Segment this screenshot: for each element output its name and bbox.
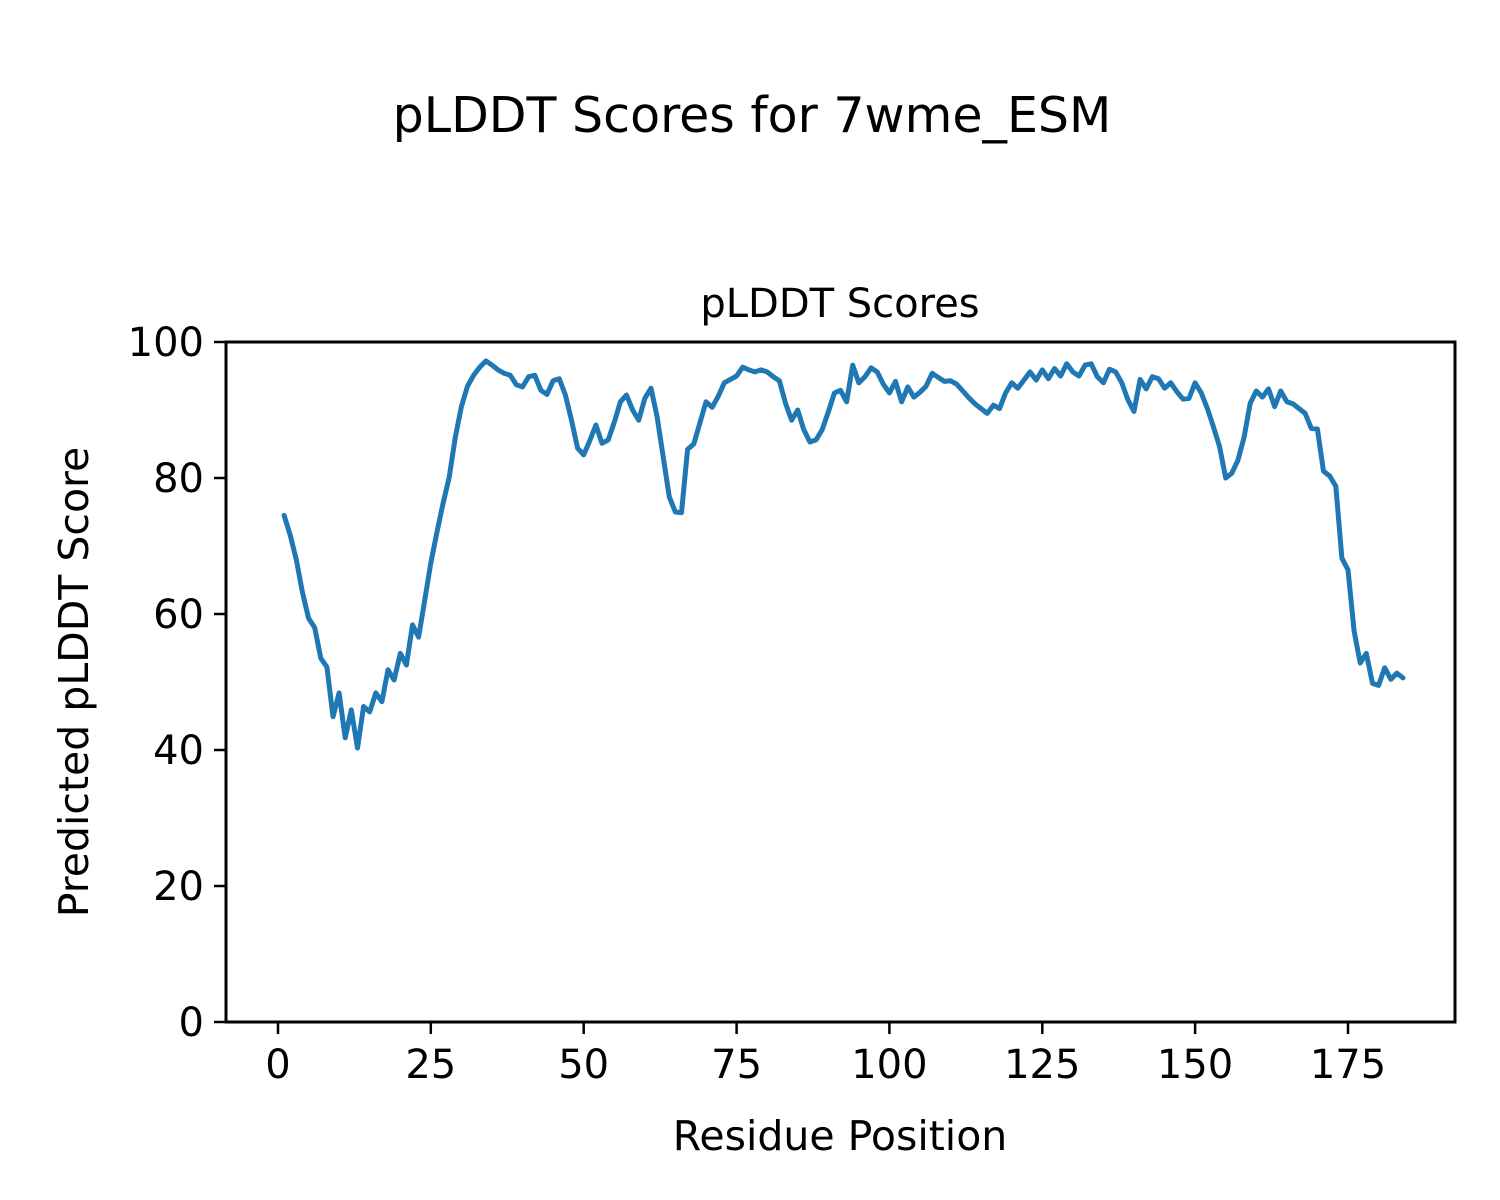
y-tick-label-0: 0	[179, 1000, 204, 1046]
x-axis-label: Residue Position	[673, 1112, 1008, 1160]
x-tick-label-175: 175	[1310, 1042, 1386, 1088]
y-tick-label-60: 60	[153, 592, 204, 638]
x-tick-label-0: 0	[265, 1042, 290, 1088]
y-axis-ticks: 0 20 40 60 80 100	[128, 320, 226, 1046]
x-tick-label-150: 150	[1157, 1042, 1233, 1088]
y-tick-label-20: 20	[153, 864, 204, 910]
plot-border	[224, 340, 1457, 1024]
x-tick-label-50: 50	[558, 1042, 609, 1088]
y-tick-label-80: 80	[153, 456, 204, 502]
x-tick-label-75: 75	[711, 1042, 762, 1088]
x-axis-ticks: 0 25 50 75 100 125 150 175	[265, 1022, 1386, 1088]
x-tick-label-25: 25	[405, 1042, 456, 1088]
x-tick-label-100: 100	[851, 1042, 927, 1088]
y-tick-label-100: 100	[128, 320, 204, 366]
figure-title: pLDDT Scores for 7wme_ESM	[393, 87, 1112, 144]
plddt-line-series	[281, 358, 1406, 751]
x-tick-label-125: 125	[1004, 1042, 1080, 1088]
axes-title: pLDDT Scores	[700, 281, 979, 327]
y-tick-label-40: 40	[153, 728, 204, 774]
y-axis-label: Predicted pLDDT Score	[50, 447, 98, 917]
